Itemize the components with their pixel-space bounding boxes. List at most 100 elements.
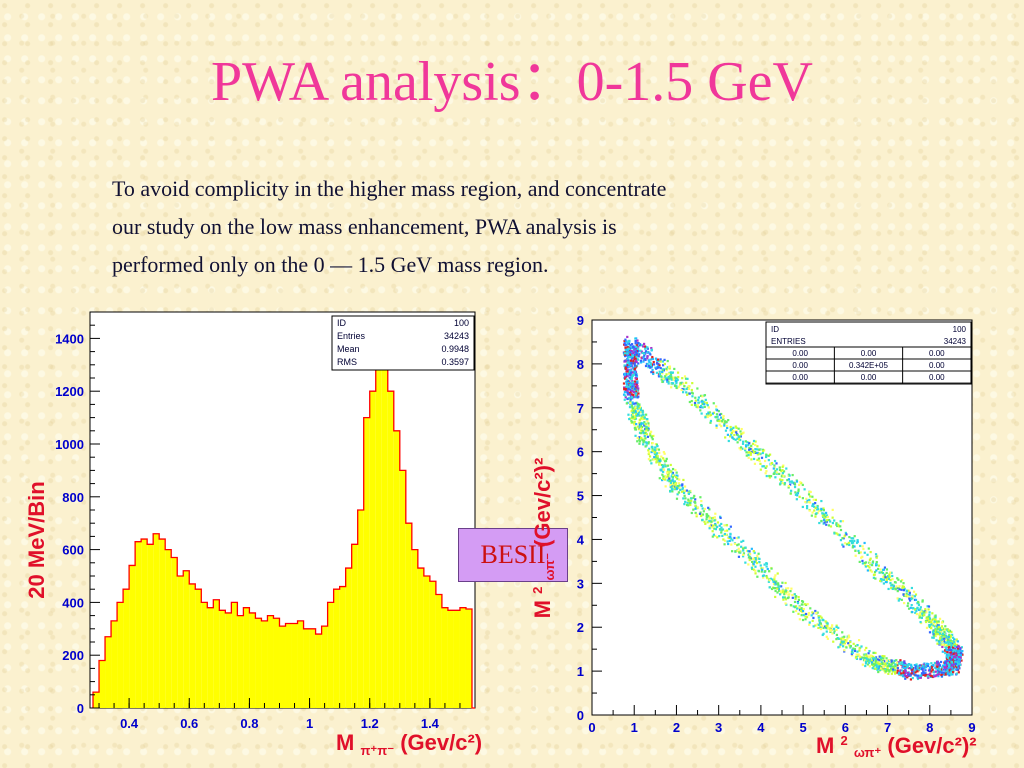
hist-x-axis-label: M π⁺π⁻ (Gev/c²) — [336, 730, 482, 760]
dalitz-point — [866, 654, 869, 657]
dalitz-point — [649, 353, 652, 356]
dalitz-point — [757, 457, 761, 460]
dalitz-point — [902, 663, 905, 666]
dalitz-point — [866, 569, 869, 572]
dalitz-point — [933, 617, 936, 621]
dalitz-point — [631, 359, 635, 363]
dalitz-point — [947, 643, 950, 646]
dalitz-point — [913, 672, 916, 675]
dalitz-point — [863, 648, 867, 652]
dalitz-point — [952, 671, 955, 674]
dalitz-point — [662, 468, 665, 471]
dalitz-point — [625, 360, 628, 363]
dalitz-point — [944, 645, 947, 648]
dalitz-point — [623, 343, 626, 346]
dalitz-point — [756, 575, 759, 578]
dalitz-point — [789, 492, 792, 495]
dalitz-point — [751, 442, 755, 445]
dalitz-point — [625, 380, 628, 384]
dalitz-point — [694, 396, 697, 399]
dalitz-point — [635, 423, 638, 426]
dalitz-point — [782, 598, 785, 601]
dalitz-point — [776, 591, 779, 594]
dalitz-point — [885, 657, 888, 660]
dalitz-point — [745, 454, 748, 457]
dalitz-point — [633, 407, 637, 410]
dalitz-point — [925, 666, 928, 669]
dalitz-point — [921, 664, 924, 667]
dalitz-point — [726, 426, 729, 430]
dalitz-point — [653, 453, 657, 456]
dalitz-point — [741, 447, 744, 450]
dalitz-point — [651, 368, 654, 372]
dalitz-point — [633, 362, 636, 365]
dalitz-point — [835, 522, 838, 525]
dalitz-point — [650, 430, 653, 433]
dalitz-point — [798, 618, 801, 621]
dalitz-point — [886, 575, 890, 578]
dalitz-point — [902, 593, 905, 596]
dalitz-point — [728, 539, 731, 543]
dalitz-point — [714, 522, 717, 526]
dalitz-stats-cell-value: 0.00 — [792, 349, 808, 358]
dalitz-point — [808, 501, 812, 504]
hist-bar — [447, 610, 454, 708]
dalitz-point — [891, 583, 894, 586]
dalitz-point — [753, 560, 756, 564]
dalitz-point — [627, 365, 631, 368]
dalitz-point — [634, 406, 637, 409]
dalitz-point — [814, 501, 817, 505]
dalitz-point — [787, 484, 790, 488]
dalitz-point — [669, 470, 672, 473]
dalitz-point — [831, 632, 834, 635]
hist-bar — [375, 351, 382, 708]
dalitz-point — [622, 382, 626, 385]
dalitz-point — [663, 362, 667, 366]
dalitz-point — [720, 416, 723, 419]
dalitz-point — [922, 672, 925, 675]
dalitz-point — [867, 547, 870, 550]
dalitz-point — [661, 478, 664, 482]
hist-bar — [357, 510, 364, 708]
dalitz-y-tick-label: 0 — [577, 708, 584, 723]
dalitz-point — [823, 625, 827, 628]
dalitz-point — [882, 568, 886, 571]
dalitz-point — [628, 356, 631, 359]
dalitz-point — [638, 436, 641, 439]
dalitz-point — [936, 627, 939, 630]
dalitz-point — [933, 629, 936, 632]
dalitz-point — [890, 665, 894, 668]
dalitz-point — [902, 671, 905, 674]
dalitz-point — [938, 640, 941, 643]
dalitz-point — [940, 627, 944, 630]
dalitz-point — [949, 639, 952, 642]
dalitz-point — [750, 547, 753, 550]
hist-bar — [441, 607, 448, 708]
dalitz-point — [953, 642, 956, 645]
dalitz-point — [903, 674, 906, 677]
dalitz-point — [902, 589, 905, 592]
dalitz-point — [780, 475, 783, 478]
dalitz-point — [730, 543, 733, 546]
dalitz-point — [647, 441, 650, 444]
dalitz-point — [634, 416, 637, 419]
dalitz-point — [822, 632, 825, 635]
dalitz-point — [871, 663, 875, 666]
dalitz-point — [672, 482, 675, 485]
dalitz-point — [690, 399, 693, 403]
dalitz-point — [835, 633, 839, 637]
dalitz-point — [661, 369, 664, 372]
dalitz-point — [931, 668, 934, 671]
dalitz-point — [770, 463, 773, 466]
dalitz-point — [804, 615, 807, 618]
dalitz-point — [901, 578, 904, 582]
dalitz-point — [931, 675, 934, 678]
dalitz-point — [868, 562, 872, 565]
dalitz-point — [904, 666, 907, 670]
dalitz-point — [658, 372, 662, 376]
dalitz-point — [798, 495, 801, 498]
dalitz-point — [634, 350, 638, 354]
dalitz-point — [942, 671, 945, 674]
dalitz-point — [803, 612, 806, 615]
dalitz-point — [738, 447, 741, 450]
